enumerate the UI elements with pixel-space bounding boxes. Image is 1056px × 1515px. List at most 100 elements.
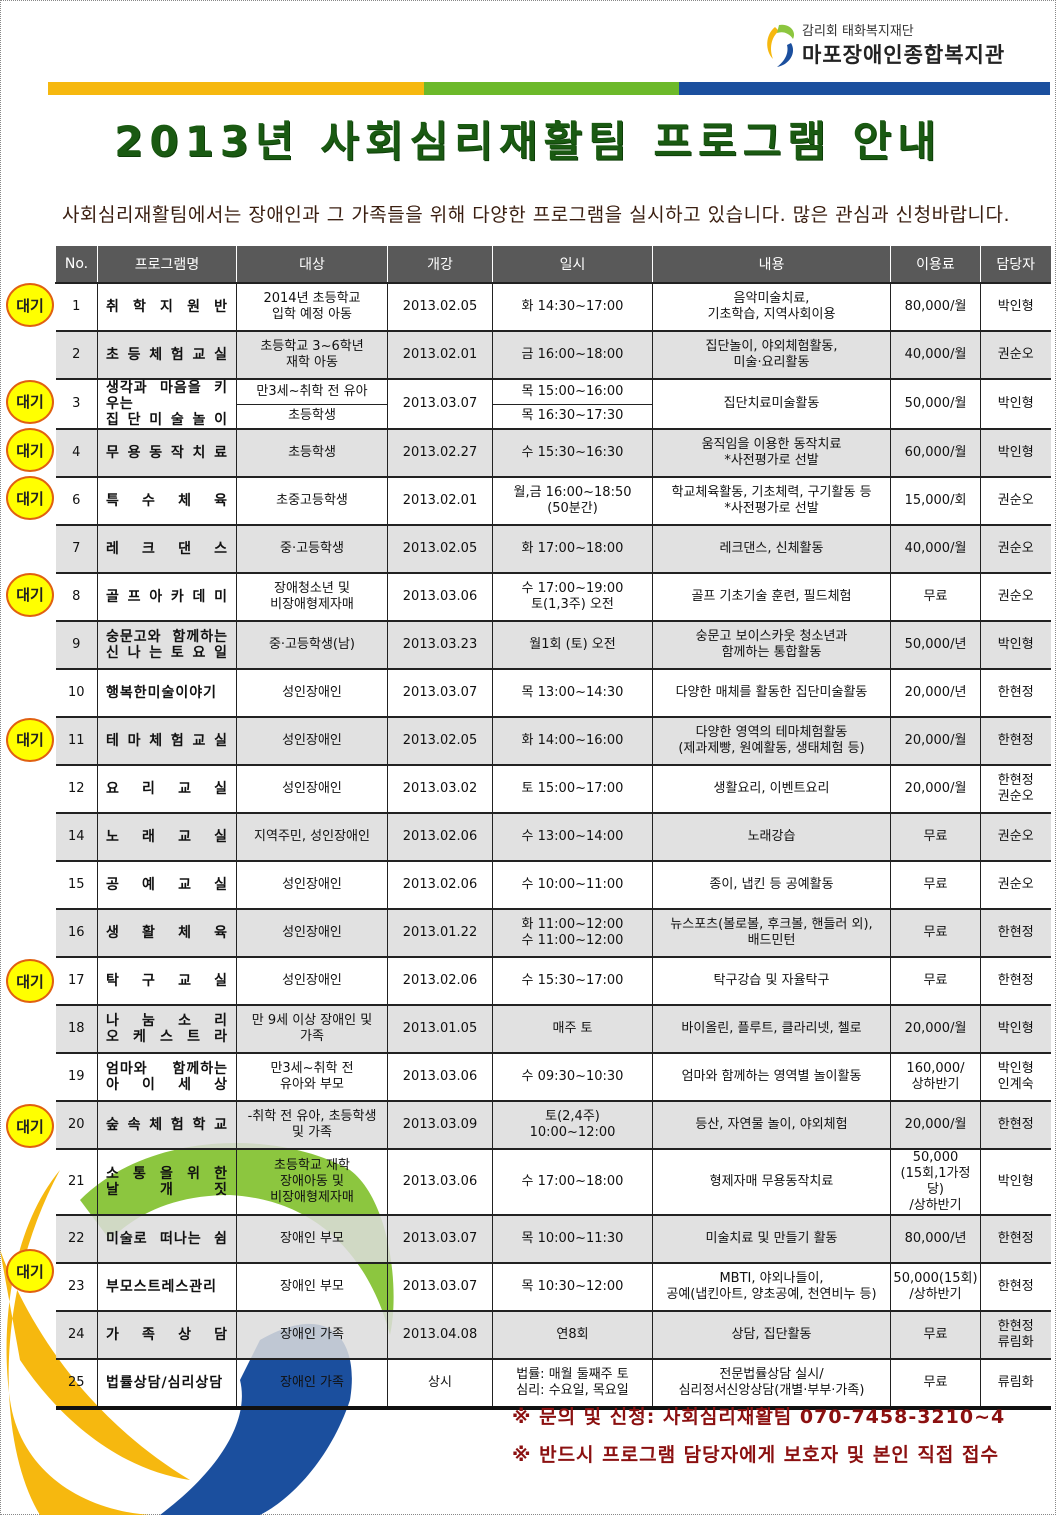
color-bar-orange [48, 82, 424, 95]
cell-time: 화 17:00~18:00 [492, 524, 653, 573]
cell-name: 레 크 댄 스 [97, 524, 237, 573]
cell-staff: 권순오 [980, 860, 1051, 909]
cell-fee: 50,000(15회) /상하반기 [890, 1262, 981, 1311]
cell-content: 바이올린, 플루트, 클라리넷, 첼로 [652, 1004, 891, 1053]
cell-fee: 무료 [890, 572, 981, 621]
cell-time-line: 목 16:30~17:30 [493, 403, 652, 429]
cell-time: 화 11:00~12:00 수 11:00~12:00 [492, 908, 653, 957]
cell-content: 골프 기초기술 훈련, 필드체험 [652, 572, 891, 621]
cell-content: 생활요리, 이벤트요리 [652, 764, 891, 813]
cell-target: 만3세~취학 전 유아 초등학생 [236, 378, 388, 429]
cell-time: 법률: 매월 둘째주 토 심리: 수요일, 목요일 [492, 1358, 653, 1410]
cell-start: 2013.02.05 [387, 716, 493, 765]
cell-name: 무 용 동 작 치 료 [97, 428, 237, 477]
cell-content: 다양한 매체를 활동한 집단미술활동 [652, 668, 891, 717]
cell-target: 만 9세 이상 장애인 및 가족 [236, 1004, 388, 1053]
cell-target: 초등학교 3~6학년 재학 아동 [236, 330, 388, 379]
cell-start: 2013.02.06 [387, 860, 493, 909]
cell-target: 지역주민, 성인장애인 [236, 812, 388, 861]
cell-time: 수 17:00~18:00 [492, 1148, 653, 1215]
cell-target: 중·고등학생(남) [236, 620, 388, 669]
cell-name: 법률상담/심리상담 [97, 1358, 237, 1410]
cell-time: 목 13:00~14:30 [492, 668, 653, 717]
table-row: 15 공 예 교 실 성인장애인 2013.02.06 수 10:00~11:00 종이,… [55, 860, 1051, 909]
cell-time: 수 09:30~10:30 [492, 1052, 653, 1101]
waiting-badge: 대기 [6, 717, 54, 762]
cell-time: 화 14:30~17:00 [492, 282, 653, 331]
cell-content: 음악미술치료, 기초학습, 지역사회이용 [652, 282, 891, 331]
cell-target: 초등학생 [236, 428, 388, 477]
table-row: 12 요 리 교 실 성인장애인 2013.03.02 토 15:00~17:00 생활요… [55, 764, 1051, 813]
cell-staff: 한현정 류림화 [980, 1310, 1051, 1359]
cell-staff: 박인형 [980, 378, 1051, 429]
cell-time: 목 15:00~16:00 목 16:30~17:30 [492, 378, 653, 429]
cell-target: 장애청소년 및 비장애형제자매 [236, 572, 388, 621]
cell-no: 2 [55, 330, 98, 379]
column-header: 내용 [652, 246, 891, 283]
cell-start: 2013.02.06 [387, 956, 493, 1005]
cell-time: 연8회 [492, 1310, 653, 1359]
cell-staff: 권순오 [980, 812, 1051, 861]
cell-fee: 40,000/월 [890, 524, 981, 573]
cell-fee: 20,000/월 [890, 716, 981, 765]
cell-target: 성인장애인 [236, 764, 388, 813]
cell-start: 2013.02.05 [387, 282, 493, 331]
cell-content: 움직임을 이용한 동작치료 *사전평가로 선발 [652, 428, 891, 477]
column-header: 일시 [492, 246, 653, 283]
cell-start: 2013.02.01 [387, 330, 493, 379]
cell-staff: 박인형 [980, 282, 1051, 331]
cell-fee: 무료 [890, 860, 981, 909]
cell-content: 노래강습 [652, 812, 891, 861]
center-name: 마포장애인종합복지관 [802, 43, 1006, 67]
cell-content: 탁구강습 및 자율탁구 [652, 956, 891, 1005]
cell-name: 미술로 떠나는 쉼 [97, 1214, 237, 1263]
cell-staff: 박인형 [980, 1148, 1051, 1215]
cell-target: 초중고등학생 [236, 476, 388, 525]
registration-note: ※ 반드시 프로그램 담당자에게 보호자 및 본인 직접 접수 [512, 1444, 999, 1466]
cell-time: 월,금 16:00~18:50 (50분간) [492, 476, 653, 525]
cell-staff: 권순오 [980, 476, 1051, 525]
cell-time: 월1회 (토) 오전 [492, 620, 653, 669]
column-header: 이용료 [890, 246, 981, 283]
cell-staff: 권순오 [980, 524, 1051, 573]
cell-name: 생각과 마음을 키우는 집 단 미 술 놀 이 [97, 378, 237, 429]
cell-no: 11 [55, 716, 98, 765]
cell-staff: 한현정 [980, 668, 1051, 717]
cell-target: 장애인 가족 [236, 1310, 388, 1359]
cell-no: 17 [55, 956, 98, 1005]
cell-content: 숭문고 보이스카웃 청소년과 함께하는 통합활동 [652, 620, 891, 669]
column-header: No. [55, 246, 98, 283]
cell-start: 2013.02.05 [387, 524, 493, 573]
cell-staff: 한현정 [980, 1100, 1051, 1149]
cell-content: 레크댄스, 신체활동 [652, 524, 891, 573]
cell-content: 등산, 자연물 놀이, 야외체험 [652, 1100, 891, 1149]
cell-staff: 한현정 [980, 1214, 1051, 1263]
cell-start: 2013.03.06 [387, 572, 493, 621]
cell-no: 10 [55, 668, 98, 717]
cell-time: 토 15:00~17:00 [492, 764, 653, 813]
cell-fee: 50,000/년 [890, 620, 981, 669]
cell-no: 6 [55, 476, 98, 525]
cell-staff: 한현정 [980, 716, 1051, 765]
cell-fee: 80,000/년 [890, 1214, 981, 1263]
cell-fee: 80,000/월 [890, 282, 981, 331]
waiting-badge: 대기 [6, 476, 54, 521]
cell-target: 중·고등학생 [236, 524, 388, 573]
cell-fee: 무료 [890, 1310, 981, 1359]
cell-time: 매주 토 [492, 1004, 653, 1053]
cell-start: 2013.03.06 [387, 1148, 493, 1215]
cell-fee: 무료 [890, 908, 981, 957]
cell-no: 4 [55, 428, 98, 477]
cell-start: 2013.03.07 [387, 668, 493, 717]
cell-name: 요 리 교 실 [97, 764, 237, 813]
color-bar [48, 82, 1050, 95]
cell-start: 2013.03.02 [387, 764, 493, 813]
cell-content: 뉴스포츠(볼로볼, 후크볼, 핸들러 외), 배드민턴 [652, 908, 891, 957]
table-row: 21 소 통 을 위 한 날 개 짓 초등학교 재학 장애아동 및 비장애형제자매 2… [55, 1148, 1051, 1215]
cell-fee: 20,000/년 [890, 668, 981, 717]
column-header: 개강 [387, 246, 493, 283]
cell-target: 2014년 초등학교 입학 예정 아동 [236, 282, 388, 331]
